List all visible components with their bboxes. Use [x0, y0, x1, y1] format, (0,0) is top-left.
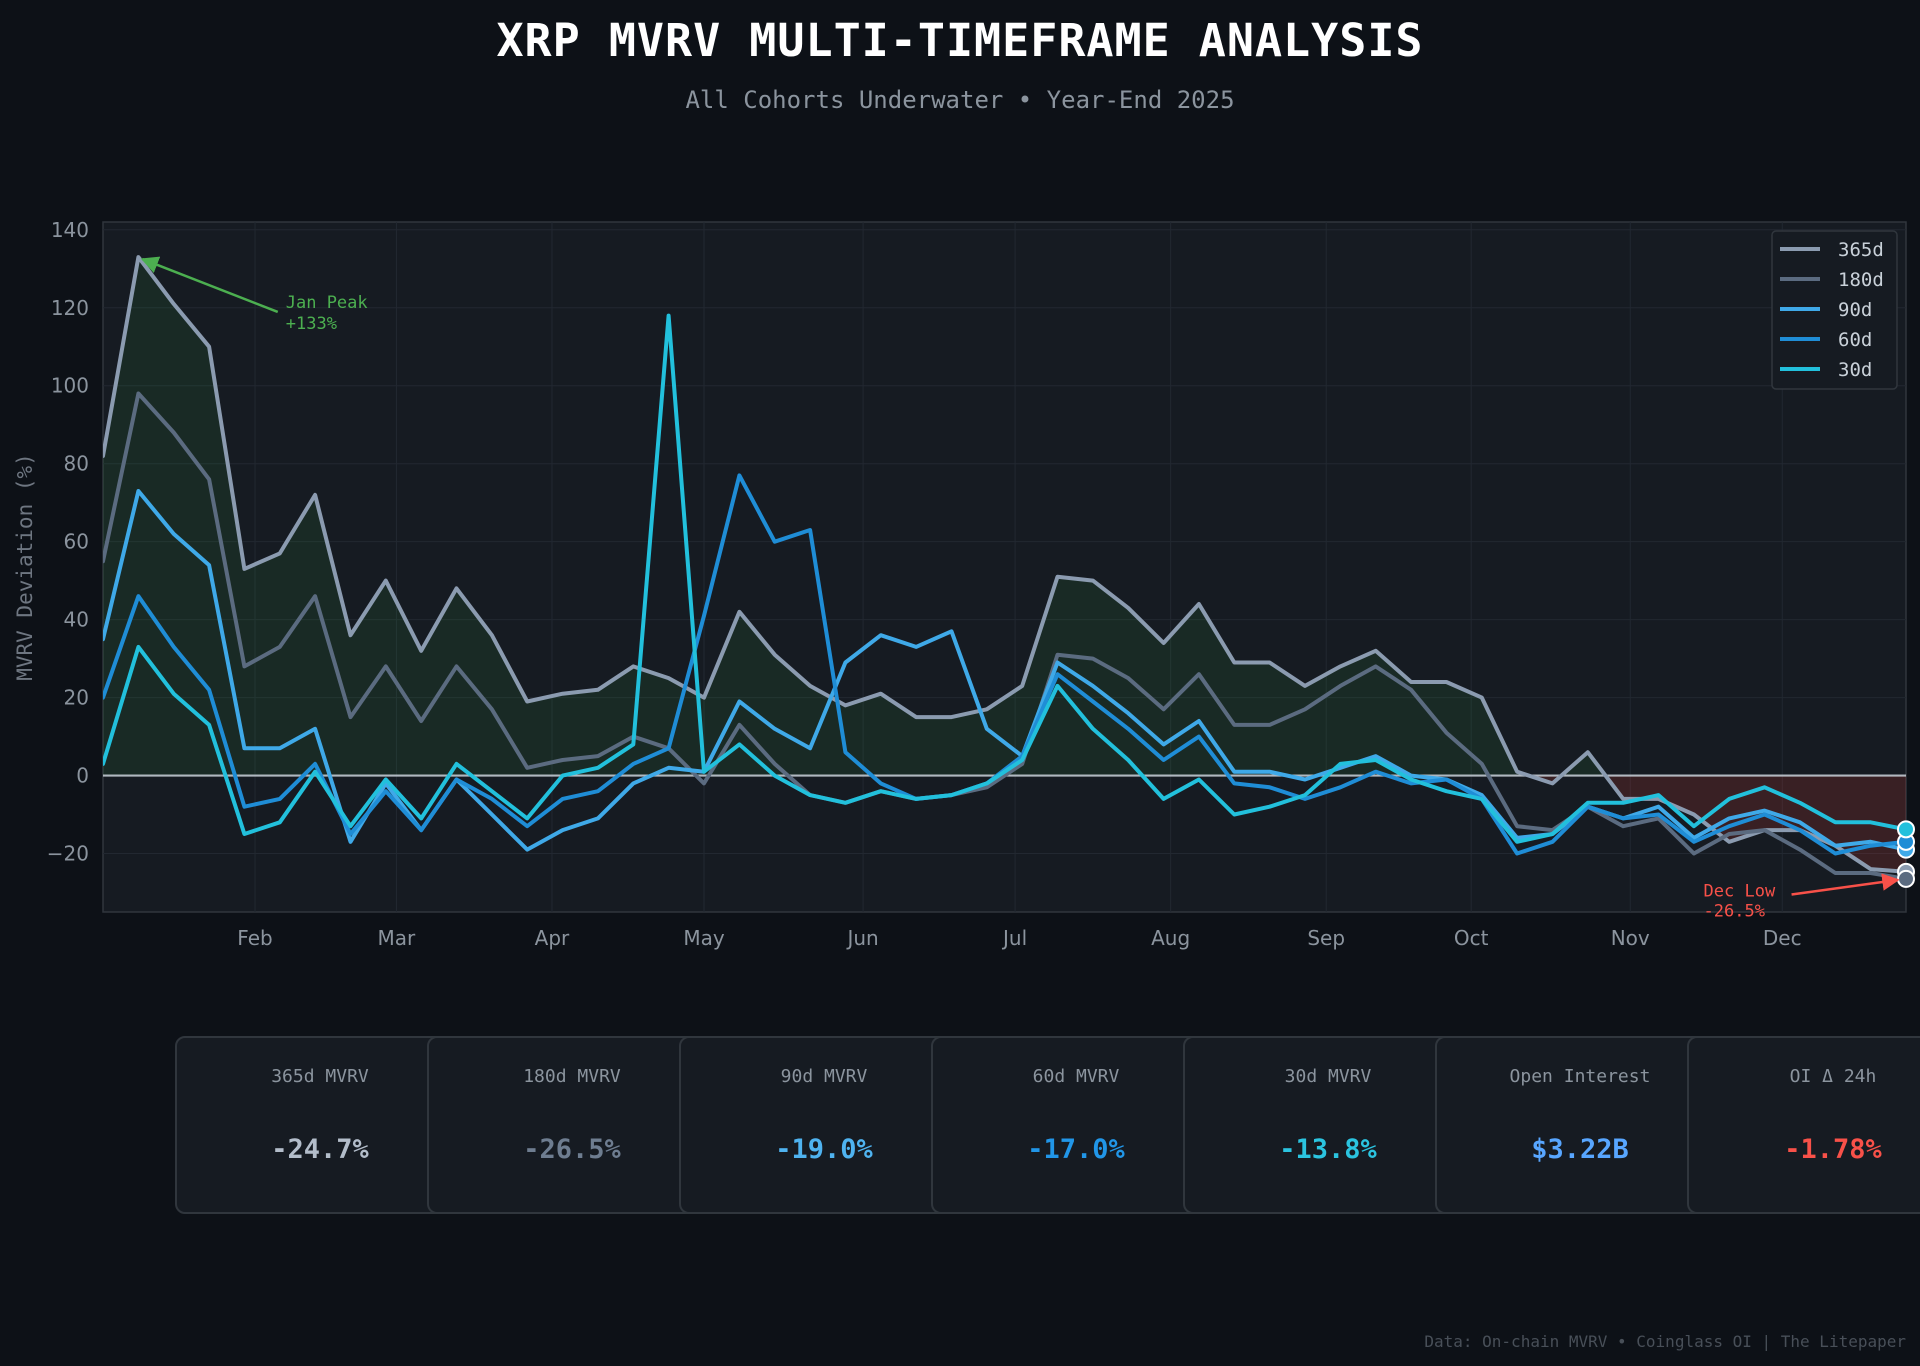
x-tick-label: Feb [237, 926, 272, 950]
y-tick-label: 140 [51, 218, 89, 242]
jan-peak-label: Jan Peak [286, 293, 368, 313]
x-tick-label: Aug [1151, 926, 1190, 950]
y-tick-label: 20 [64, 686, 89, 710]
card-value: -1.78% [1784, 1134, 1882, 1165]
series-line-180d [103, 391, 1906, 881]
y-tick-label: 40 [64, 608, 89, 632]
x-tick-label: Sep [1307, 926, 1345, 950]
y-tick-label: 120 [51, 296, 89, 320]
data-source-footer: Data: On-chain MVRV • Coinglass OI | The… [1424, 1332, 1906, 1351]
dec-low-value: -26.5% [1704, 902, 1765, 922]
card-90d-mvrv: 90d MVRV -19.0% [679, 1036, 969, 1214]
legend-label-90d: 90d [1838, 299, 1872, 321]
card-180d-mvrv: 180d MVRV -26.5% [427, 1036, 717, 1214]
card-label: Open Interest [1509, 1066, 1651, 1087]
legend-label-365d: 365d [1838, 239, 1884, 261]
y-tick-label: −20 [47, 842, 89, 866]
dec-low-label: Dec Low [1704, 882, 1776, 902]
end-marker-180d [1897, 869, 1915, 888]
x-tick-label: Mar [378, 926, 417, 950]
legend-label-60d: 60d [1838, 329, 1872, 351]
series-line-30d [103, 313, 1906, 844]
negative-zone-fill [103, 775, 1906, 872]
card-label: 60d MVRV [1032, 1066, 1120, 1087]
card-open-interest: Open Interest $3.22B [1435, 1036, 1725, 1214]
x-tick-label: May [683, 926, 725, 950]
x-tick-label: Jun [845, 926, 878, 950]
card-label: 90d MVRV [780, 1066, 868, 1087]
x-tick-label: Apr [535, 926, 570, 950]
card-value: -13.8% [1279, 1134, 1377, 1165]
card-value: -24.7% [271, 1134, 369, 1165]
chart-subtitle: All Cohorts Underwater • Year-End 2025 [685, 86, 1235, 114]
card-oi-delta-24h: OI Δ 24h -1.78% [1687, 1036, 1920, 1214]
x-tick-label: Jul [1001, 926, 1027, 950]
card-value: -17.0% [1027, 1134, 1125, 1165]
card-value: -26.5% [523, 1134, 621, 1165]
y-tick-label: 100 [51, 374, 89, 398]
series-line-365d [103, 255, 1906, 874]
card-label: 30d MVRV [1284, 1066, 1372, 1087]
legend-label-180d: 180d [1838, 269, 1884, 291]
card-value: -19.0% [775, 1134, 873, 1165]
y-axis-label: MVRV Deviation (%) [13, 453, 37, 681]
card-30d-mvrv: 30d MVRV -13.8% [1183, 1036, 1473, 1214]
legend-label-30d: 30d [1838, 359, 1872, 381]
x-tick-label: Oct [1454, 926, 1489, 950]
y-tick-label: 0 [76, 764, 89, 788]
end-marker-30d [1897, 820, 1915, 839]
dec-low-arrow [1791, 873, 1900, 896]
card-365d-mvrv: 365d MVRV -24.7% [175, 1036, 465, 1214]
legend-box [1771, 230, 1898, 390]
card-60d-mvrv: 60d MVRV -17.0% [931, 1036, 1221, 1214]
card-value: $3.22B [1531, 1134, 1629, 1165]
y-tick-label: 80 [64, 452, 89, 476]
jan-peak-value: +133% [286, 314, 337, 334]
card-label: OI Δ 24h [1789, 1066, 1877, 1087]
x-tick-label: Dec [1763, 926, 1802, 950]
card-label: 365d MVRV [271, 1066, 369, 1087]
x-tick-label: Nov [1611, 926, 1650, 950]
chart-title: XRP MVRV MULTI-TIMEFRAME ANALYSIS [496, 14, 1424, 67]
jan-peak-arrow [140, 256, 279, 314]
positive-zone-fill [103, 257, 1906, 776]
card-label: 180d MVRV [523, 1066, 621, 1087]
y-tick-label: 60 [64, 530, 89, 554]
